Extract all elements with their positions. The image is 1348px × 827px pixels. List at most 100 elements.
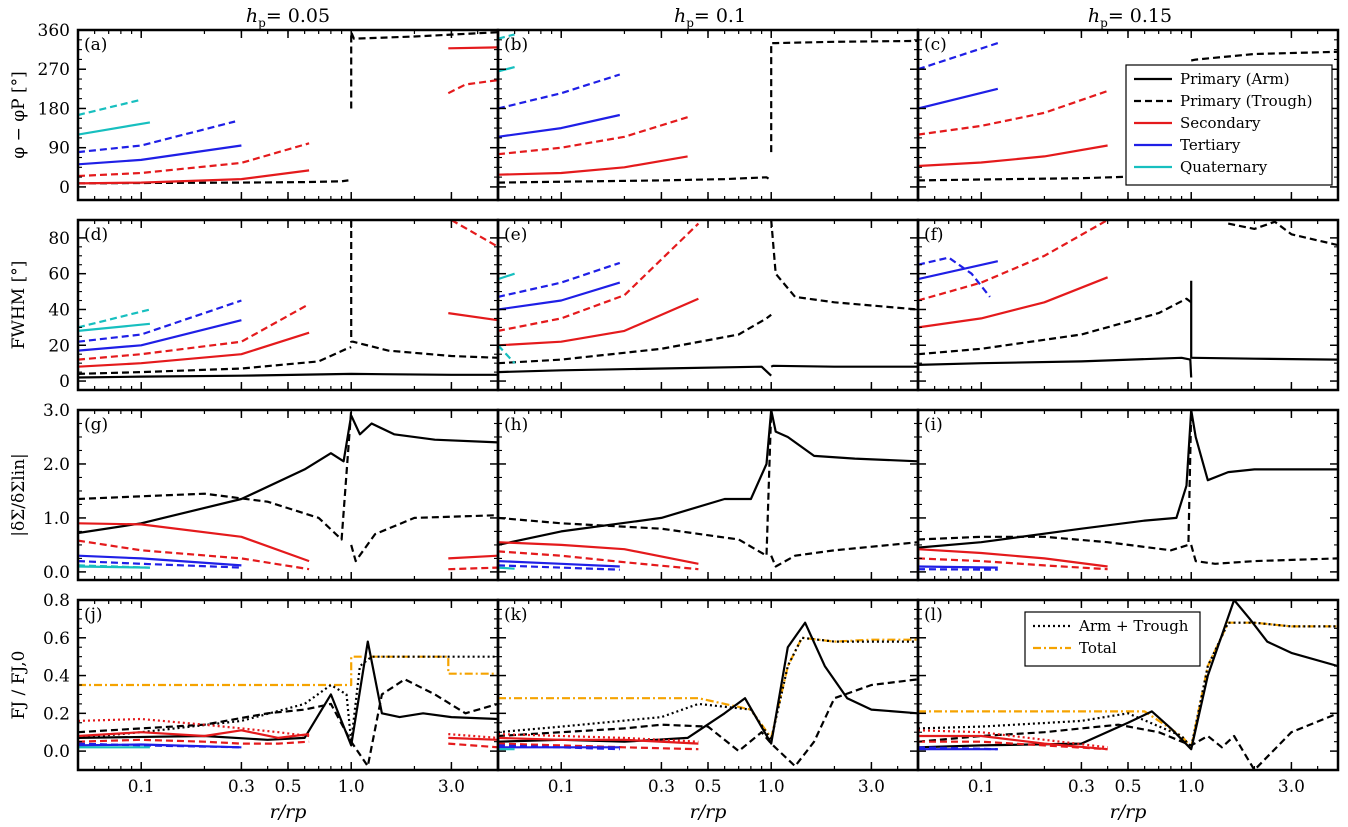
panel-frame xyxy=(496,408,920,582)
series-secondary-arm xyxy=(78,169,310,185)
series-tertiary-arm xyxy=(918,260,999,281)
series-tertiary-trough xyxy=(498,744,620,751)
legend-label: Quaternary xyxy=(1180,158,1268,176)
series-primary-trough xyxy=(350,220,498,359)
series-primary-arm xyxy=(918,356,1193,378)
series-secondary-trough xyxy=(450,220,498,248)
series-primary-trough xyxy=(350,514,498,563)
y-tick-label: 270 xyxy=(38,60,70,80)
series-primary-trough xyxy=(770,39,918,153)
column-titles: hp= 0.05 hp= 0.1 hp= 0.15 xyxy=(246,5,1172,30)
series-tertiary-arm xyxy=(78,144,242,166)
legend-label: Secondary xyxy=(1180,114,1261,132)
y-tick-label: 40 xyxy=(48,300,70,320)
panel-label: (f) xyxy=(924,225,944,245)
series-primary-arm xyxy=(78,640,498,747)
x-axis-label: r/rp xyxy=(1110,801,1147,823)
y-tick-label: 3.0 xyxy=(43,401,70,421)
series-secondary-trough xyxy=(78,142,310,178)
x-tick-label: 3.0 xyxy=(1278,777,1305,797)
panel-label: (k) xyxy=(504,605,528,625)
legend-bottom: Arm + Trough Total xyxy=(1024,611,1201,667)
series-primary-arm xyxy=(918,410,1193,549)
x-tick-label: 0.3 xyxy=(648,777,675,797)
y-tick-label: 0.0 xyxy=(43,563,70,583)
legend-label: Total xyxy=(1079,639,1117,657)
series-primary-trough xyxy=(1227,220,1338,247)
x-axis-label: r/rp xyxy=(690,801,727,823)
series-primary-trough xyxy=(78,179,349,185)
series-primary-trough xyxy=(498,313,772,365)
series-primary-trough xyxy=(918,173,1192,182)
panel-e: (e) xyxy=(496,218,920,392)
series-secondary-dotted xyxy=(448,733,498,739)
series-secondary-trough xyxy=(498,116,688,156)
series-tertiary-trough xyxy=(918,42,999,71)
panel-label: (j) xyxy=(84,605,103,625)
panel-g: 0.0 1.0 2.0 3.0 (g) xyxy=(43,401,500,583)
series-secondary-trough xyxy=(78,303,310,361)
series-secondary-trough xyxy=(78,539,310,571)
series-tertiary-trough xyxy=(78,299,242,343)
series-primary-trough xyxy=(918,410,1193,552)
x-axis: 0.1 0.3 0.5 1.0 3.0 r/rp 0.1 0.3 0.5 1.0 3.0 r/rp 0.… xyxy=(128,777,1305,823)
series-tertiary-arm xyxy=(498,560,620,568)
legend-label: Tertiary xyxy=(1180,136,1241,154)
x-tick-label: 0.5 xyxy=(1114,777,1141,797)
series-secondary-trough xyxy=(918,557,1108,571)
y-tick-label: 60 xyxy=(48,265,70,285)
y-axis-label: FWHM [°] xyxy=(9,261,29,350)
series-primary-arm xyxy=(350,414,498,444)
series-quaternary-arm xyxy=(78,322,151,332)
series-primary-trough xyxy=(78,346,352,375)
series-secondary-arm xyxy=(918,548,1108,568)
series-quaternary-trough xyxy=(78,98,142,117)
series-primary-trough xyxy=(1190,50,1338,62)
x-tick-label: 0.5 xyxy=(694,777,721,797)
series-primary-trough xyxy=(78,410,353,541)
series-secondary-arm xyxy=(498,155,688,176)
y-tick-label: 0.6 xyxy=(43,629,70,649)
series-tertiary-trough xyxy=(918,568,998,571)
series-tertiary-arm xyxy=(78,319,242,352)
legend-top: Primary (Arm) Primary (Trough) Secondary Te… xyxy=(1125,64,1333,186)
series-tertiary-arm xyxy=(918,565,998,569)
series-tertiary-trough xyxy=(498,261,621,298)
series-quaternary-arm xyxy=(498,566,515,570)
series-primary-arm xyxy=(498,365,772,377)
series-quaternary-arm xyxy=(78,121,151,136)
panel-i: (i) xyxy=(916,408,1340,582)
series-arm-trough xyxy=(918,621,1338,749)
series-secondary-trough xyxy=(78,738,310,745)
series-secondary-trough xyxy=(918,220,1109,302)
x-tick-label: 3.0 xyxy=(438,777,465,797)
y-tick-label: 0 xyxy=(59,178,70,198)
y-tick-label: 0.0 xyxy=(43,742,70,762)
series-secondary-trough xyxy=(448,742,498,749)
series-primary-trough xyxy=(350,31,498,109)
panel-label: (e) xyxy=(504,225,527,245)
series-primary-arm xyxy=(1190,280,1338,361)
series-quaternary-arm xyxy=(498,66,515,73)
y-tick-label: 0.8 xyxy=(43,591,70,611)
x-axis-label: r/rp xyxy=(270,801,307,823)
series-primary-trough xyxy=(498,176,772,184)
legend-box xyxy=(1125,64,1333,186)
series-arm-trough xyxy=(78,655,498,743)
x-tick-label: 0.5 xyxy=(274,777,301,797)
x-tick-label: 1.0 xyxy=(758,777,785,797)
series-secondary-arm xyxy=(918,144,1108,168)
panel-f: (f) xyxy=(916,218,1340,392)
series-primary-trough xyxy=(498,410,773,557)
x-tick-label: 1.0 xyxy=(1178,777,1205,797)
y-tick-label: 0 xyxy=(59,372,70,392)
series-secondary-dotted xyxy=(78,717,310,738)
series-secondary-trough xyxy=(918,89,1108,136)
series-tertiary-trough xyxy=(498,564,620,571)
series-secondary-dotted xyxy=(918,729,1108,749)
panels: 0 90 180 270 360 (a) (b) (c) 0 20 40 60 80 (d) (e) (f) 0… xyxy=(38,21,1340,772)
series-primary-trough xyxy=(770,541,918,568)
series-tertiary-trough xyxy=(78,120,236,154)
series-tertiary-arm xyxy=(498,113,621,138)
